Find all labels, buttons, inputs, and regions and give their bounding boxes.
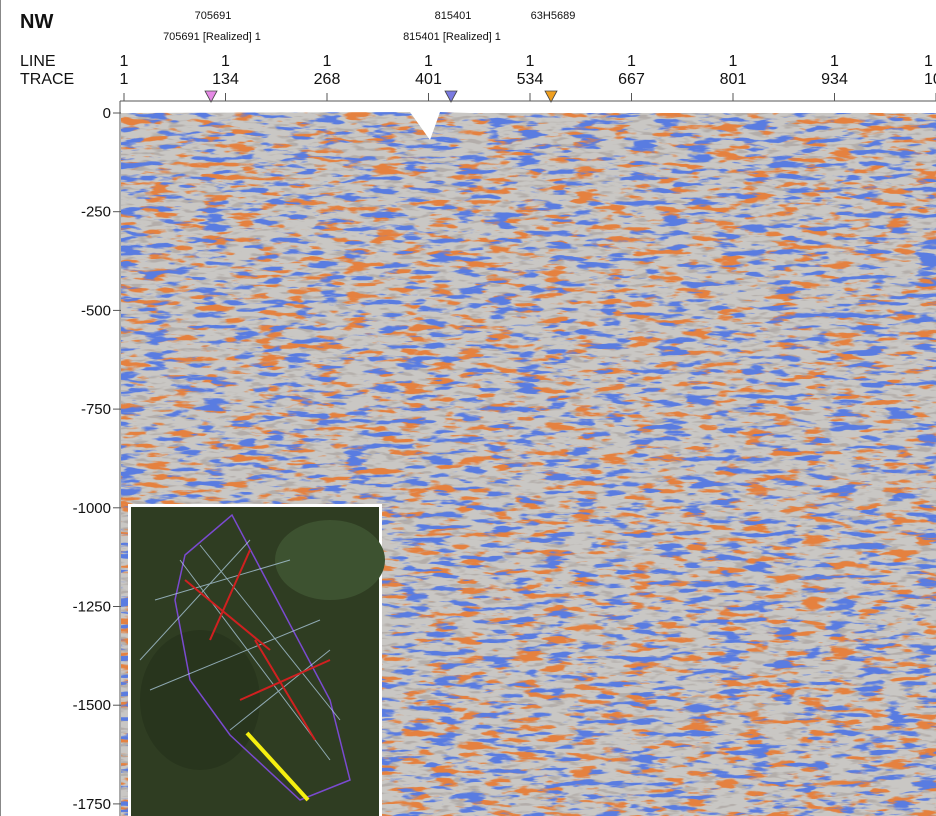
well-label: 815401 [Realized] 1 xyxy=(403,31,501,43)
trace-value: 134 xyxy=(212,71,239,88)
line-value: 1 xyxy=(924,53,933,70)
trace-value: 534 xyxy=(517,71,544,88)
well-marker xyxy=(545,91,557,102)
location-map xyxy=(128,504,385,816)
depth-tick-label: 0 xyxy=(103,105,111,122)
line-value: 1 xyxy=(221,53,230,70)
line-value: 1 xyxy=(526,53,535,70)
trace-value: 268 xyxy=(314,71,341,88)
trace-value: 667 xyxy=(618,71,645,88)
depth-tick-label: -1500 xyxy=(73,697,111,714)
depth-tick-label: -750 xyxy=(81,401,111,418)
trace-value: 401 xyxy=(415,71,442,88)
section-title: NW xyxy=(20,11,53,33)
depth-tick-label: -1000 xyxy=(73,500,111,517)
well-name: 815401 xyxy=(435,10,472,22)
depth-tick-label: -1250 xyxy=(73,599,111,616)
trace-value: 1 xyxy=(120,71,129,88)
well-name: 63H5689 xyxy=(531,10,576,22)
seismic-viewer: NW LINE TRACE 11113412681401153416671801… xyxy=(0,0,936,816)
line-value: 1 xyxy=(830,53,839,70)
line-value: 1 xyxy=(729,53,738,70)
well-name: 705691 xyxy=(195,10,232,22)
line-label: LINE xyxy=(20,53,56,70)
well-marker xyxy=(445,91,457,102)
line-value: 1 xyxy=(424,53,433,70)
depth-tick-label: -500 xyxy=(81,302,111,319)
well-marker xyxy=(205,91,217,102)
map-terrain xyxy=(275,520,385,600)
well-label: 705691 [Realized] 1 xyxy=(163,31,261,43)
trace-value: 801 xyxy=(720,71,747,88)
depth-tick-label: -250 xyxy=(81,204,111,221)
line-value: 1 xyxy=(323,53,332,70)
trace-value: 106 xyxy=(924,71,936,88)
trace-label: TRACE xyxy=(20,71,74,88)
line-value: 1 xyxy=(627,53,636,70)
line-value: 1 xyxy=(120,53,129,70)
trace-value: 934 xyxy=(821,71,848,88)
depth-tick-label: -1750 xyxy=(73,796,111,813)
